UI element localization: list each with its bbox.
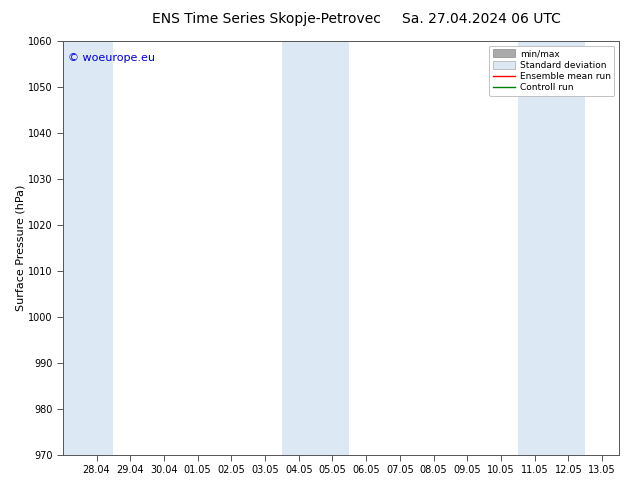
Legend: min/max, Standard deviation, Ensemble mean run, Controll run: min/max, Standard deviation, Ensemble me… (489, 46, 614, 96)
Text: ENS Time Series Skopje-Petrovec: ENS Time Series Skopje-Petrovec (152, 12, 381, 26)
Text: Sa. 27.04.2024 06 UTC: Sa. 27.04.2024 06 UTC (403, 12, 561, 26)
Text: © woeurope.eu: © woeurope.eu (68, 53, 155, 64)
Bar (282, 41, 349, 455)
Y-axis label: Surface Pressure (hPa): Surface Pressure (hPa) (15, 185, 25, 311)
Bar (63, 41, 113, 455)
Bar (518, 41, 585, 455)
